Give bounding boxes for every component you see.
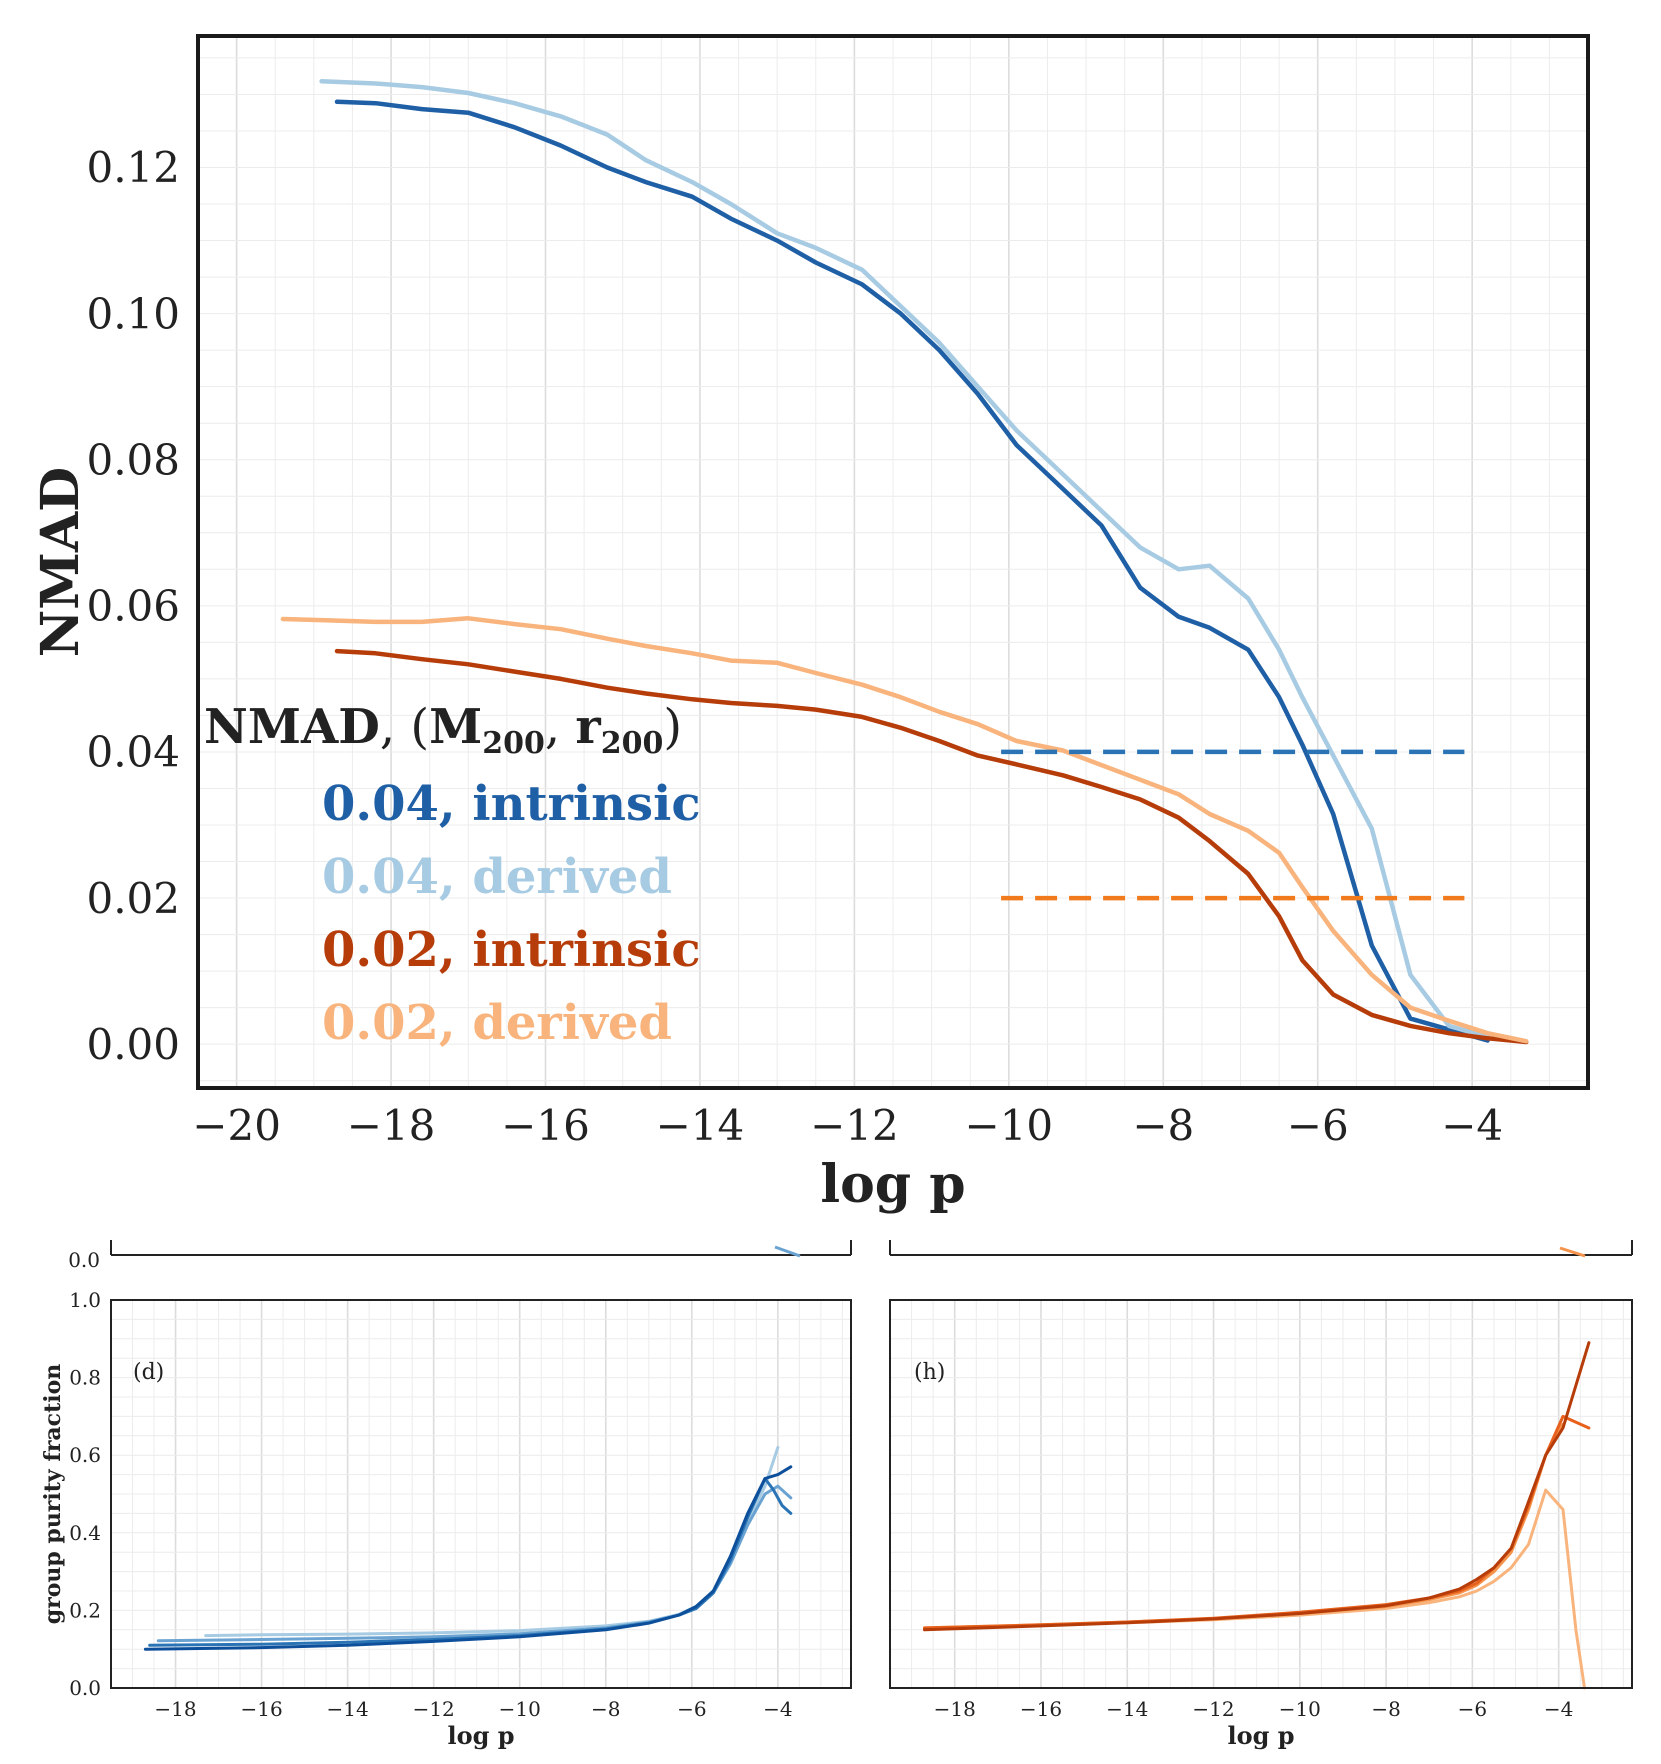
panel-d-xtick-label: −16 (240, 1697, 282, 1721)
panel-d-xtick-label: −4 (763, 1697, 792, 1721)
legend-entry-0-02-derived: 0.02, derived (322, 995, 672, 1051)
panel-h-x-ticks: −18 −16 −14 −12 −10 −8 −6 −4 (934, 1697, 1574, 1721)
cropped-upper-panels: 0.0 (68, 1240, 1633, 1272)
main-series-0-02-derived (280, 616, 1529, 1044)
panel-d-xtick-label: −12 (413, 1697, 455, 1721)
panel-d-grid (110, 1299, 851, 1689)
main-xtick-label: −14 (656, 1101, 745, 1150)
panel-h-xtick-label: −8 (1371, 1697, 1400, 1721)
panel-h: −18 −16 −14 −12 −10 −8 −6 −4 (h) log p (889, 1299, 1633, 1750)
legend-entry-0-04-intrinsic: 0.04, intrinsic (322, 776, 701, 832)
panel-d-series-group (143, 1445, 793, 1651)
legend: NMAD, (M200, r200) 0.04, intrinsic 0.04,… (204, 699, 701, 1051)
panel-h-frame (889, 1299, 1633, 1689)
panel-h-xtick-label: −6 (1458, 1697, 1487, 1721)
legend-title-sep: , ( (380, 699, 429, 755)
main-plot-frame (196, 34, 1590, 1090)
legend-title-nmad: NMAD (204, 699, 380, 755)
main-series-0-04-derived (319, 79, 1490, 1040)
main-series-0-04-intrinsic (334, 99, 1490, 1043)
panel-d-label: (d) (133, 1360, 164, 1385)
panel-h-xtick-label: −16 (1020, 1697, 1062, 1721)
panel-d-ytick-label: 1.0 (69, 1288, 101, 1312)
panel-h-xtick-label: −4 (1544, 1697, 1573, 1721)
panel-d-xtick-label: −8 (591, 1697, 620, 1721)
panel-h-xtick-label: −14 (1106, 1697, 1148, 1721)
panel-d-ytick-label: 0.0 (69, 1676, 101, 1700)
main-xtick-label: −12 (810, 1101, 899, 1150)
main-xtick-label: −8 (1132, 1101, 1194, 1150)
main-x-axis-title: log p (820, 1154, 965, 1215)
panel-d-x-axis-title: log p (447, 1721, 514, 1750)
main-ytick-label: 0.12 (86, 143, 180, 192)
panel-d-ytick-label: 0.4 (69, 1521, 101, 1545)
cropped-zero-label: 0.0 (68, 1248, 100, 1272)
main-ytick-label: 0.00 (86, 1020, 180, 1069)
main-ytick-label: 0.10 (86, 289, 180, 338)
main-xtick-label: −4 (1441, 1101, 1503, 1150)
main-xtick-label: −16 (501, 1101, 590, 1150)
main-ytick-label: 0.02 (86, 874, 180, 923)
legend-title-m: M (429, 699, 482, 755)
legend-title-r-sub: 200 (601, 726, 664, 761)
panel-h-xtick-label: −12 (1192, 1697, 1234, 1721)
panel-d-xtick-label: −18 (154, 1697, 196, 1721)
panel-h-x-axis-title: log p (1227, 1721, 1294, 1750)
panel-d-frame (110, 1299, 852, 1689)
panel-h-grid (889, 1299, 1632, 1689)
main-xtick-label: −18 (347, 1101, 436, 1150)
main-y-ticks: 0.00 0.02 0.04 0.06 0.08 0.10 0.12 (86, 143, 180, 1069)
cropped-blue-line (774, 1245, 801, 1258)
main-series-group (280, 79, 1529, 1045)
panel-h-xtick-label: −18 (934, 1697, 976, 1721)
legend-entry-0-04-derived: 0.04, derived (322, 849, 672, 905)
panel-h-series-h4 (923, 1341, 1591, 1632)
main-y-axis-title: NMAD (30, 467, 91, 658)
panel-d-ytick-label: 0.2 (69, 1598, 101, 1622)
cropped-orange-line (1559, 1246, 1586, 1258)
panel-h-xtick-label: −10 (1279, 1697, 1321, 1721)
legend-title-comma: , (545, 699, 576, 755)
main-xtick-label: −6 (1287, 1101, 1349, 1150)
main-x-ticks: −20 −18 −16 −14 −12 −10 −8 −6 −4 (192, 1101, 1503, 1150)
panel-d-xtick-label: −10 (499, 1697, 541, 1721)
main-chart: −20 −18 −16 −14 −12 −10 −8 −6 −4 0.000.020.040.0… (30, 34, 1590, 1215)
main-ytick-label: 0.04 (86, 728, 180, 777)
legend-title-m-sub: 200 (482, 726, 545, 761)
panel-d-y-ticks: 0.0 0.2 0.4 0.6 0.8 1.0 (69, 1288, 101, 1700)
panel-d-y-axis-title: group purity fraction (40, 1364, 66, 1625)
main-series-0-02-intrinsic (334, 648, 1529, 1045)
panel-d-xtick-label: −14 (327, 1697, 369, 1721)
legend-title-r: r (575, 699, 601, 755)
panel-d: −18 −16 −14 −12 −10 −8 −6 −4 0.0 0.2 0.4 0.6 0.8 1.0… (40, 1288, 852, 1750)
panel-h-label: (h) (914, 1360, 945, 1385)
legend-entry-0-02-intrinsic: 0.02, intrinsic (322, 922, 701, 978)
panel-d-x-ticks: −18 −16 −14 −12 −10 −8 −6 −4 (154, 1697, 792, 1721)
panel-h-series-group (923, 1341, 1591, 1690)
main-xtick-label: −10 (965, 1101, 1054, 1150)
main-grid (197, 36, 1589, 1088)
panel-d-series-d4 (143, 1465, 793, 1651)
main-ytick-label: 0.08 (86, 435, 180, 484)
panel-d-ytick-label: 0.6 (69, 1443, 101, 1467)
main-xtick-label: −20 (192, 1101, 281, 1150)
main-ytick-label: 0.06 (86, 582, 180, 631)
panel-d-ytick-label: 0.8 (69, 1366, 101, 1390)
panel-d-xtick-label: −6 (677, 1697, 706, 1721)
legend-title: NMAD, (M200, r200) (204, 699, 682, 761)
legend-title-close: ) (663, 699, 682, 755)
